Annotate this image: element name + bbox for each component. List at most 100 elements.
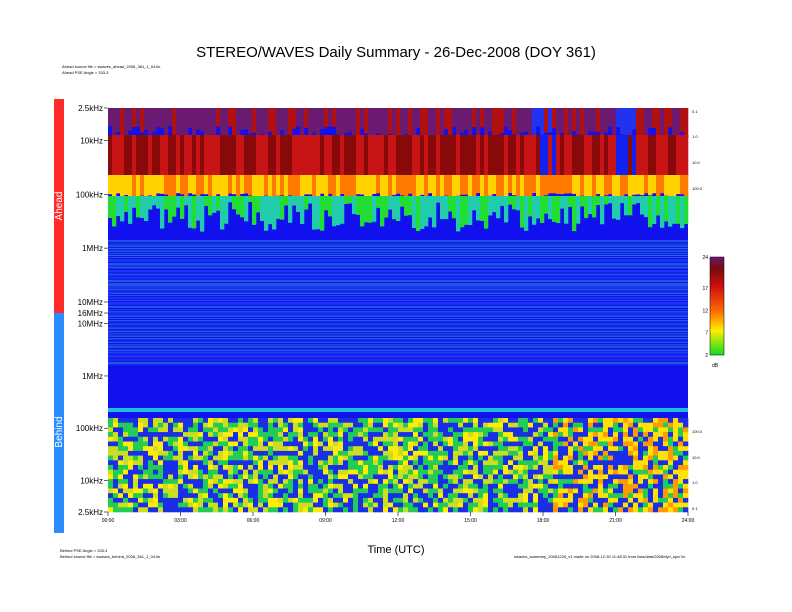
behind-cell: [523, 427, 529, 433]
behind-cell: [398, 483, 404, 489]
behind-cell: [193, 469, 199, 475]
behind-cell: [328, 479, 334, 485]
behind-cell: [503, 465, 509, 470]
ahead-cell: [540, 196, 545, 223]
behind-cell: [278, 479, 284, 485]
behind-cell: [193, 483, 199, 489]
behind-cell: [558, 465, 564, 470]
behind-cell: [668, 507, 674, 513]
behind-cell: [463, 474, 469, 480]
behind-cell: [168, 479, 174, 485]
behind-cell: [108, 427, 114, 433]
behind-cell: [203, 502, 209, 508]
noise-line: [108, 274, 688, 276]
behind-cell: [278, 422, 284, 428]
ahead-cell: [504, 135, 509, 175]
behind-cell: [603, 474, 609, 480]
behind-cell: [173, 450, 179, 456]
behind-cell: [168, 441, 174, 447]
behind-cell: [208, 432, 214, 438]
behind-cell: [153, 441, 159, 447]
behind-cell: [318, 469, 324, 475]
behind-cell: [293, 479, 299, 485]
behind-cell: [483, 455, 489, 461]
behind-cell: [588, 488, 594, 494]
behind-cell: [263, 474, 269, 480]
ahead-spectrogram: [108, 108, 689, 366]
behind-cell: [503, 507, 509, 513]
behind-cell: [333, 483, 339, 489]
behind-cell: [428, 469, 434, 475]
behind-cell: [178, 450, 184, 456]
ahead-cell: [532, 175, 537, 194]
ahead-cell: [448, 135, 453, 175]
behind-cell: [543, 474, 549, 480]
behind-cell: [243, 497, 249, 503]
behind-cell: [213, 507, 219, 513]
ahead-cell: [188, 108, 193, 129]
behind-cell: [558, 493, 564, 499]
behind-cell: [408, 497, 414, 503]
ahead-cell: [552, 196, 557, 222]
ahead-cell: [612, 175, 617, 199]
behind-cell: [138, 483, 144, 489]
behind-cell: [433, 483, 439, 489]
behind-cell: [443, 460, 449, 466]
behind-cell: [293, 483, 299, 489]
behind-cell: [523, 455, 529, 461]
behind-cell: [468, 497, 474, 503]
behind-cell: [248, 446, 254, 452]
behind-cell: [603, 427, 609, 433]
behind-cell: [398, 450, 404, 456]
behind-cell: [633, 418, 639, 423]
behind-cell: [468, 432, 474, 438]
ahead-cell: [232, 108, 237, 142]
ahead-cell: [228, 108, 233, 127]
behind-cell: [638, 493, 644, 499]
behind-cell: [163, 427, 169, 433]
behind-cell: [293, 507, 299, 513]
behind-cell: [663, 460, 669, 466]
behind-cell: [148, 507, 154, 513]
behind-cell: [328, 460, 334, 466]
behind-cell: [563, 488, 569, 494]
behind-cell: [458, 474, 464, 480]
noise-line: [108, 292, 688, 294]
behind-cell: [633, 507, 639, 513]
behind-cell: [528, 493, 534, 499]
behind-cell: [298, 450, 304, 456]
behind-cell: [473, 446, 479, 452]
behind-cell: [533, 450, 539, 456]
behind-cell: [563, 469, 569, 475]
behind-cell: [628, 493, 634, 499]
behind-cell: [133, 465, 139, 470]
ahead-cell: [388, 175, 393, 198]
ahead-cell: [212, 108, 217, 137]
behind-cell: [138, 502, 144, 508]
behind-cell: [113, 488, 119, 494]
behind-cell: [338, 502, 344, 508]
behind-cell: [548, 483, 554, 489]
behind-cell: [118, 479, 124, 485]
behind-cell: [273, 460, 279, 466]
behind-cell: [663, 455, 669, 461]
behind-cell: [643, 479, 649, 485]
behind-cell: [658, 427, 664, 433]
behind-cell: [133, 507, 139, 513]
ahead-cell: [484, 196, 489, 229]
behind-cell: [633, 436, 639, 442]
behind-cell: [218, 469, 224, 475]
behind-cell: [628, 432, 634, 438]
ahead-cell: [196, 196, 201, 221]
behind-cell: [648, 465, 654, 470]
behind-cell: [543, 418, 549, 423]
behind-cell: [628, 474, 634, 480]
behind-cell: [468, 455, 474, 461]
colorbar-tick-label: 24: [702, 255, 708, 261]
behind-cell: [443, 441, 449, 447]
behind-cell: [313, 488, 319, 494]
behind-cell: [208, 422, 214, 428]
behind-cell: [178, 432, 184, 438]
behind-cell: [398, 469, 404, 475]
behind-cell: [648, 474, 654, 480]
